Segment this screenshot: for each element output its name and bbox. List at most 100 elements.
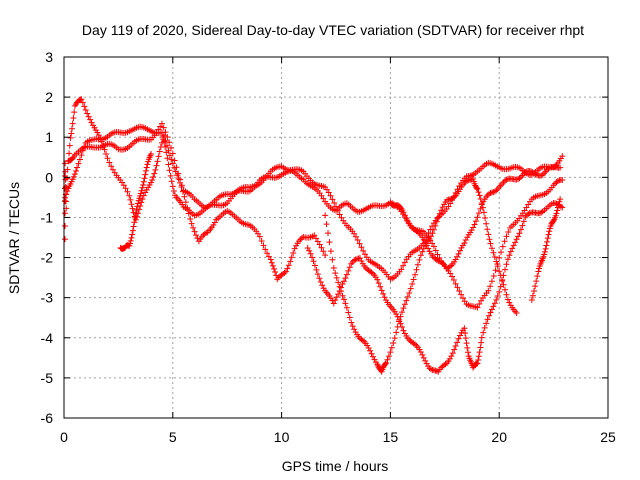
- data-point: [490, 303, 497, 310]
- data-point: [474, 360, 481, 367]
- data-point: [155, 126, 162, 133]
- y-tick-label: 0: [45, 169, 53, 185]
- chart-title: Day 119 of 2020, Sidereal Day-to-day VTE…: [82, 22, 584, 38]
- data-point: [430, 226, 437, 233]
- data-point: [149, 177, 156, 184]
- data-point: [503, 261, 510, 268]
- data-point: [475, 356, 482, 363]
- y-tick-label: -6: [41, 410, 54, 426]
- data-point: [407, 285, 414, 292]
- data-point: [438, 364, 445, 371]
- y-tick-label: -1: [41, 209, 54, 225]
- data-point: [384, 356, 391, 363]
- data-point: [345, 309, 352, 316]
- data-point: [488, 245, 495, 252]
- data-point: [95, 132, 102, 139]
- data-point: [342, 275, 349, 282]
- data-point: [491, 300, 498, 307]
- data-point: [268, 259, 275, 266]
- data-point: [171, 157, 178, 164]
- data-point: [522, 169, 529, 176]
- x-tick-label: 10: [274, 429, 290, 445]
- data-point: [493, 296, 500, 303]
- data-point: [377, 283, 384, 290]
- data-point: [397, 204, 404, 211]
- data-point: [496, 254, 503, 261]
- data-point: [62, 197, 68, 204]
- data-point: [329, 196, 336, 203]
- y-axis-label: SDTVAR / TECUs: [6, 182, 22, 294]
- data-point: [148, 150, 155, 157]
- data-point: [138, 187, 145, 194]
- data-point: [154, 158, 161, 165]
- data-point: [490, 249, 497, 256]
- data-point: [332, 297, 339, 304]
- data-point: [433, 218, 440, 225]
- data-point: [413, 266, 420, 273]
- data-point: [475, 189, 482, 196]
- data-point: [502, 286, 509, 293]
- data-point: [133, 206, 140, 213]
- data-point: [388, 344, 395, 351]
- data-point: [340, 278, 347, 285]
- data-point: [554, 204, 561, 211]
- data-point: [449, 350, 456, 357]
- data-point: [179, 201, 186, 208]
- data-point: [498, 249, 505, 256]
- data-point: [477, 205, 484, 212]
- data-point: [385, 353, 392, 360]
- data-point: [166, 167, 173, 174]
- data-point: [531, 288, 538, 295]
- data-point: [516, 175, 523, 182]
- data-point: [417, 349, 424, 356]
- data-point: [78, 96, 85, 103]
- data-point: [188, 220, 195, 227]
- data-point: [74, 164, 81, 171]
- data-point: [488, 306, 495, 313]
- data-point: [488, 278, 495, 285]
- data-point: [452, 256, 459, 263]
- data-point: [293, 242, 300, 249]
- data-point: [132, 210, 139, 217]
- y-tick-label: -4: [41, 330, 54, 346]
- data-point: [414, 261, 421, 268]
- data-point: [501, 238, 508, 245]
- data-point: [352, 256, 359, 263]
- data-point: [449, 195, 456, 202]
- data-point: [332, 270, 339, 277]
- series-track-9: [62, 160, 70, 243]
- data-point: [461, 240, 468, 247]
- data-point: [429, 230, 436, 237]
- data-point: [62, 223, 68, 230]
- data-point: [356, 240, 363, 247]
- data-point: [487, 240, 494, 247]
- data-point: [438, 207, 445, 214]
- data-point: [387, 349, 394, 356]
- data-point: [185, 210, 192, 217]
- data-point: [492, 267, 499, 274]
- data-point: [137, 190, 144, 197]
- data-point: [381, 294, 388, 301]
- data-point: [504, 296, 511, 303]
- data-point: [166, 139, 173, 146]
- data-point: [483, 320, 490, 327]
- data-point: [360, 247, 367, 254]
- data-point: [75, 160, 82, 167]
- data-point: [504, 256, 511, 263]
- data-point: [144, 161, 151, 168]
- data-point: [162, 129, 169, 136]
- data-point: [533, 278, 540, 285]
- data-point: [310, 258, 317, 265]
- data-point: [461, 325, 468, 332]
- data-point: [400, 209, 407, 216]
- data-point: [403, 297, 410, 304]
- y-tick-label: -3: [41, 290, 54, 306]
- data-point: [375, 280, 382, 287]
- data-point: [541, 251, 548, 258]
- data-point: [62, 168, 69, 175]
- data-point: [358, 258, 365, 265]
- data-point: [309, 254, 316, 261]
- data-point: [65, 158, 72, 165]
- data-point: [132, 214, 139, 221]
- x-tick-label: 25: [600, 429, 616, 445]
